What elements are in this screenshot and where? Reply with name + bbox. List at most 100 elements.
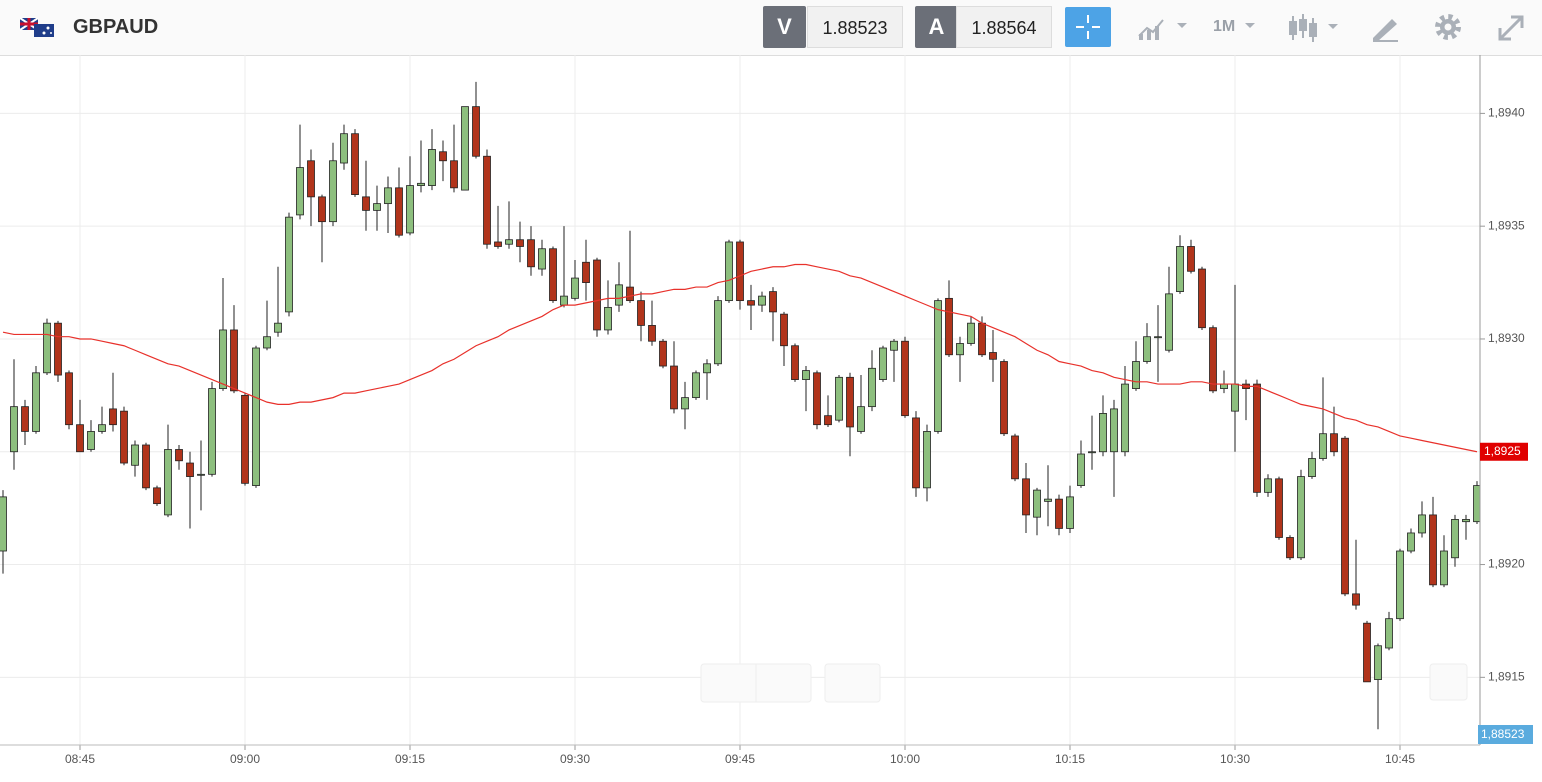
candle-body	[1099, 413, 1107, 453]
candle-body	[1385, 618, 1393, 649]
candle-body	[1220, 383, 1228, 389]
candle-body	[439, 151, 447, 162]
candle-body	[472, 106, 480, 157]
candle-body	[175, 449, 183, 462]
candle-body	[142, 444, 150, 489]
bid-price-box	[1478, 725, 1533, 744]
candle-body	[560, 295, 568, 306]
sell-label[interactable]: V	[763, 6, 806, 48]
sell-price[interactable]: 1.88523	[807, 6, 903, 48]
candle-body	[1330, 433, 1338, 453]
candle-body	[505, 239, 513, 245]
candle-body	[54, 322, 62, 376]
candle-body	[1187, 246, 1195, 272]
candle-body	[98, 424, 106, 432]
candle-body	[252, 347, 260, 486]
candle-body	[395, 187, 403, 236]
candle-body	[1473, 485, 1480, 523]
candle-body	[1033, 489, 1041, 518]
candle-body	[43, 322, 51, 374]
scroll-button[interactable]	[1429, 663, 1468, 701]
candle-body	[1462, 519, 1470, 523]
buy-price[interactable]: 1.88564	[956, 6, 1052, 48]
candle-body	[648, 325, 656, 342]
ma-price-label: 1,8925	[1484, 444, 1521, 458]
candle-body	[1132, 361, 1140, 389]
chart-type-button[interactable]	[1135, 14, 1191, 42]
candle-body	[1066, 496, 1074, 529]
candle-body	[1297, 476, 1305, 559]
candle-body	[296, 167, 304, 216]
x-tick-label: 08:45	[65, 752, 95, 766]
candle-body	[318, 196, 326, 223]
candle-body	[428, 149, 436, 186]
candle-body	[857, 406, 865, 432]
candle-body	[923, 431, 931, 489]
candle-body	[109, 408, 117, 426]
candle-body	[989, 352, 997, 360]
candle-body	[956, 343, 964, 356]
candle-body	[1374, 645, 1382, 680]
candle-body	[769, 291, 777, 313]
candle-body	[351, 133, 359, 196]
candle-body	[1077, 453, 1085, 486]
candle-body	[1396, 550, 1404, 620]
candle-body	[582, 261, 590, 283]
candle-body	[461, 106, 469, 191]
drawing-button[interactable]	[1370, 14, 1402, 42]
crosshair-button[interactable]	[1065, 7, 1111, 47]
candle-body	[1088, 451, 1096, 454]
candle-body	[670, 365, 678, 410]
candle-body	[945, 297, 953, 356]
candle-body	[1209, 327, 1217, 392]
candle-type-button[interactable]	[1288, 12, 1344, 44]
candle-body	[1055, 498, 1063, 529]
candle-body	[714, 300, 722, 365]
candle-body	[835, 376, 843, 421]
y-tick-label: 1,8935	[1488, 218, 1525, 232]
candle-body	[1165, 293, 1173, 351]
candle-body	[879, 347, 887, 380]
timeframe[interactable]: 1M	[1213, 18, 1236, 35]
x-tick-label: 09:45	[725, 752, 755, 766]
flag-icon	[20, 18, 54, 37]
candle-body	[32, 372, 40, 432]
candle-body	[659, 340, 667, 367]
settings-button[interactable]	[1433, 12, 1463, 42]
candle-body	[340, 133, 348, 164]
candle-body	[692, 372, 700, 399]
candle-body	[791, 345, 799, 380]
toolbar: GBPAUD V 1.88523 A 1.88564 1M	[0, 0, 1542, 56]
candle-body	[901, 340, 909, 417]
candle-body	[131, 444, 139, 466]
candle-body	[615, 284, 623, 306]
candle-body	[274, 322, 282, 333]
candle-body	[1407, 532, 1415, 552]
candle-body	[758, 295, 766, 306]
reset-button[interactable]	[824, 663, 881, 703]
candle-body	[1264, 478, 1272, 493]
fullscreen-button[interactable]	[1495, 12, 1527, 44]
candle-body	[1308, 458, 1316, 477]
x-tick-label: 09:15	[395, 752, 425, 766]
candle-body	[637, 300, 645, 326]
candle-body	[1044, 498, 1052, 502]
candle-body	[307, 160, 315, 198]
candle-body	[1341, 437, 1349, 595]
candle-body	[1275, 478, 1283, 538]
candle-body	[153, 487, 161, 505]
candle-body	[626, 286, 634, 302]
candle-body	[219, 329, 227, 389]
candle-body	[846, 376, 854, 428]
candle-body	[65, 372, 73, 426]
timeframe-caret[interactable]	[1243, 20, 1259, 30]
buy-label[interactable]: A	[915, 6, 958, 48]
candle-body	[208, 388, 216, 475]
candle-body	[1319, 433, 1327, 459]
candle-body	[450, 160, 458, 189]
symbol: GBPAUD	[73, 16, 159, 38]
candle-body	[1176, 246, 1184, 292]
moving-average-line	[2, 263, 1478, 453]
